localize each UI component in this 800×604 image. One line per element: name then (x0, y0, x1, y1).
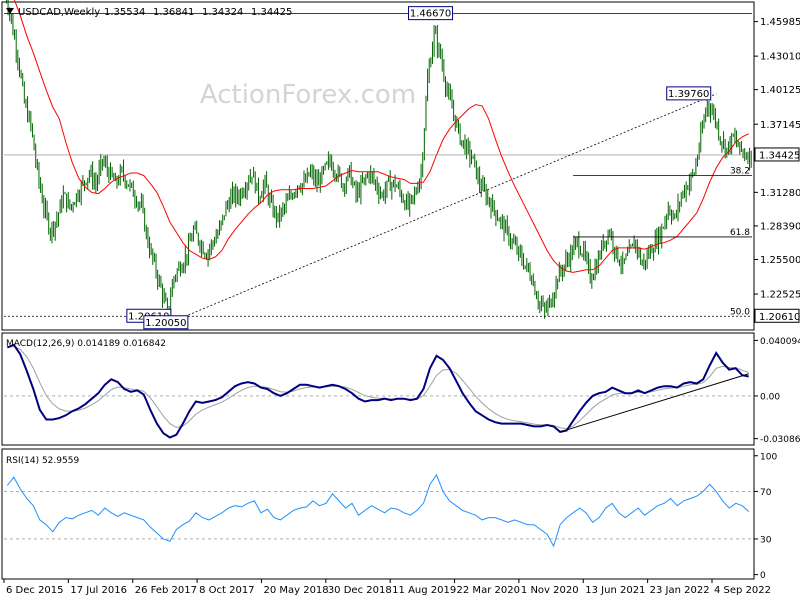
level-tag: 1.20610 (754, 308, 800, 323)
macd-tick-label: 0.040094 (760, 337, 800, 347)
time-tick-label: 17 Jul 2016 (70, 585, 127, 596)
callout-3: 1.20050 (143, 315, 189, 330)
rsi-tick-label: 100 (760, 452, 777, 462)
price-tick-label: 1.43010 (760, 52, 800, 63)
callout-box (408, 6, 454, 21)
level-tag-box (754, 308, 800, 323)
ohlc-open: 1.35534 (104, 7, 145, 18)
rsi-tick-label: 30 (760, 535, 772, 545)
price-tick-label: 1.40125 (760, 85, 800, 96)
fib-label: 50.0 (730, 307, 750, 317)
rsi-line (6, 473, 750, 548)
price-tick-label: 1.45985 (760, 17, 800, 28)
time-axis: 6 Dec 2015 17 Jul 2016 26 Feb 2017 8 Oct 20… (3, 579, 771, 596)
callout-0: 1.46670 (408, 6, 454, 21)
time-tick-label: 20 May 2018 (263, 585, 328, 596)
rsi-label: RSI(14) 52.9559 (6, 456, 79, 466)
time-tick-label: 30 Dec 2018 (328, 585, 392, 596)
rsi-tick-label: 0 (760, 571, 766, 581)
fib-label: 61.8 (730, 228, 750, 238)
fib-label: 38.2 (730, 167, 750, 177)
time-tick-label: 23 Jan 2022 (650, 585, 710, 596)
time-tick-label: 1 Nov 2020 (521, 585, 579, 596)
price-bars (5, 0, 752, 319)
current-price-tag-box (754, 147, 800, 162)
symbol-label: USDCAD,Weekly (18, 7, 100, 18)
current-price-tag-label: 1.34425 (759, 150, 800, 161)
moving-average-line (13, 0, 749, 273)
time-tick-label: 26 Feb 2017 (135, 585, 197, 596)
price-panel (1, 1, 755, 331)
callout-box (143, 315, 189, 330)
ohlc-high: 1.36841 (153, 7, 194, 18)
callout-label: 1.39760 (668, 89, 709, 100)
rsi-panel (1, 448, 755, 580)
price-y-ticks: 1.45985 1.43010 1.40125 1.37145 1.31280 1.283… (754, 17, 800, 301)
macd-panel (1, 332, 755, 446)
collapse-triangle-icon[interactable] (6, 8, 14, 14)
time-tick-label: 11 Aug 2019 (392, 585, 456, 596)
price-tick-label: 1.31280 (760, 188, 800, 199)
callout-label: 1.20050 (145, 318, 186, 329)
time-tick-label: 4 Sep 2022 (714, 585, 771, 596)
symbol-header: USDCAD,Weekly 1.35534 1.36841 1.34324 1.… (6, 7, 292, 18)
callout-1: 1.39760 (666, 86, 712, 101)
time-tick-label: 22 Mar 2020 (457, 585, 520, 596)
ohlc-low: 1.34324 (202, 7, 243, 18)
time-tick-label: 13 Jun 2021 (585, 585, 645, 596)
macd-line (6, 343, 749, 439)
price-tick-label: 1.22525 (760, 290, 800, 301)
rsi-layer: 100 70 30 0 (4, 452, 777, 581)
level-tag-label: 1.20610 (759, 312, 800, 323)
macd-tick-label: -0.03086 (760, 435, 800, 445)
callout-box (666, 86, 712, 101)
time-tick-label: 8 Oct 2017 (199, 585, 254, 596)
price-tick-label: 1.28390 (760, 221, 800, 232)
macd-label: MACD(12,26,9) 0.014189 0.016842 (6, 339, 166, 349)
callout-label: 1.46670 (410, 9, 451, 20)
trend-line (169, 93, 717, 324)
macd-tick-label: 0.00 (760, 392, 780, 402)
macd-layer: 0.040094 0.00 -0.03086 (4, 337, 800, 445)
price-callouts: 1.466701.397601.206101.200501.344251.206… (126, 6, 800, 330)
time-tick-label: 6 Dec 2015 (6, 585, 64, 596)
macd-trend-line (559, 373, 749, 433)
price-tick-label: 1.37145 (760, 120, 800, 131)
current-price-tag: 1.34425 (754, 147, 800, 162)
watermark: ActionForex.com (200, 80, 416, 110)
price-tick-label: 1.25500 (760, 255, 800, 266)
ohlc-close: 1.34425 (251, 7, 292, 18)
rsi-tick-label: 70 (760, 488, 772, 498)
